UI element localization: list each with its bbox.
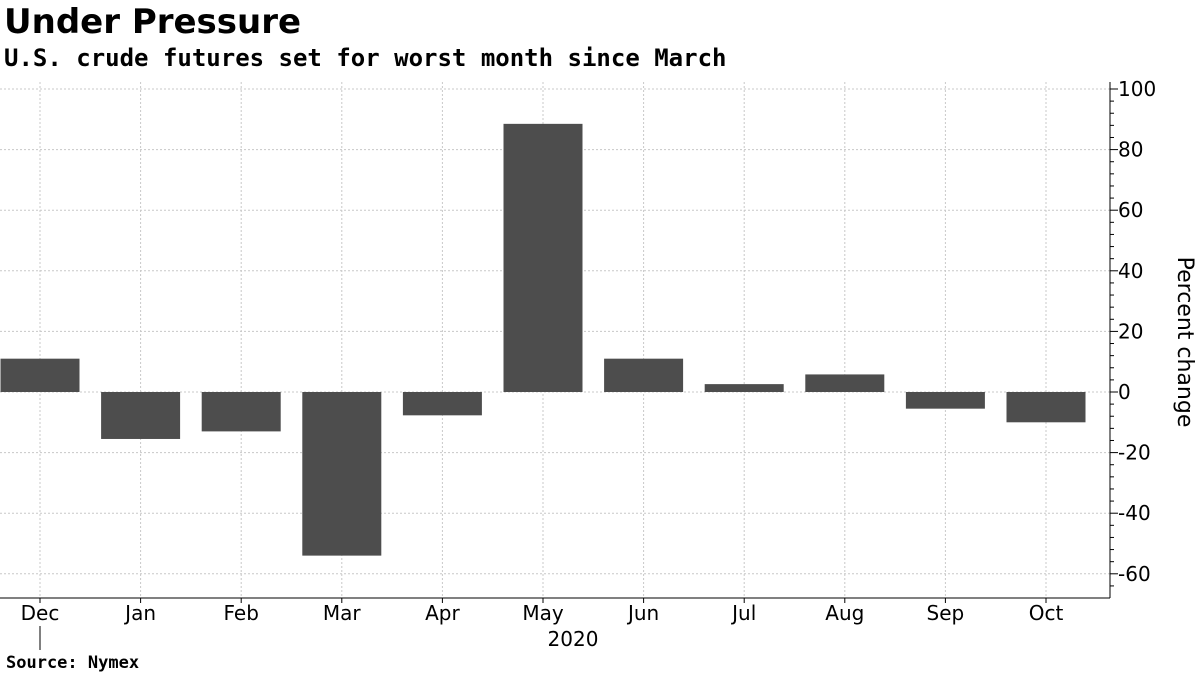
y-axis-label: Percent change [1172,257,1197,428]
bar-jan [101,392,181,439]
bar-oct [1006,392,1086,423]
bar-dec [0,358,80,392]
y-tick-label: 100 [1118,77,1156,101]
axes: 100 80 60 40 20 0 -20 -40 -60 Dec Jan Feb Mar Apr May J… [0,77,1156,650]
y-tick-label: -60 [1118,562,1151,586]
x-tick-label-dec: Dec [21,601,60,625]
x-tick-label-may: May [522,601,564,625]
y-tick-label: -40 [1118,501,1151,525]
chart-subtitle: U.S. crude futures set for worst month s… [4,44,727,72]
year-label: 2020 [548,627,599,651]
bar-aug [805,374,885,392]
y-tick-label: 0 [1118,380,1131,404]
bar-apr [402,392,482,416]
bar-sep [905,392,985,409]
x-tick-label-jun: Jun [626,601,659,625]
bar-jul [704,384,784,392]
x-tick-label-aug: Aug [825,601,864,625]
bar-jun [604,358,684,392]
chart-title: Under Pressure [4,2,302,42]
bar-mar [302,392,382,556]
bar-feb [201,392,281,432]
bar-may [503,123,583,392]
x-tick-label-apr: Apr [425,601,460,625]
y-tick-label: -20 [1118,441,1151,465]
x-tick-label-jul: Jul [730,601,756,625]
source-note: Source: Nymex [6,653,140,673]
x-tick-label-mar: Mar [323,601,362,625]
y-tick-label: 40 [1118,259,1143,283]
y-tick-label: 60 [1118,198,1143,222]
x-tick-label-jan: Jan [123,601,156,625]
x-tick-label-sep: Sep [927,601,965,625]
x-tick-label-oct: Oct [1029,601,1064,625]
x-tick-label-feb: Feb [223,601,258,625]
bars [0,123,1086,556]
y-tick-label: 20 [1118,319,1143,343]
y-tick-label: 80 [1118,138,1143,162]
